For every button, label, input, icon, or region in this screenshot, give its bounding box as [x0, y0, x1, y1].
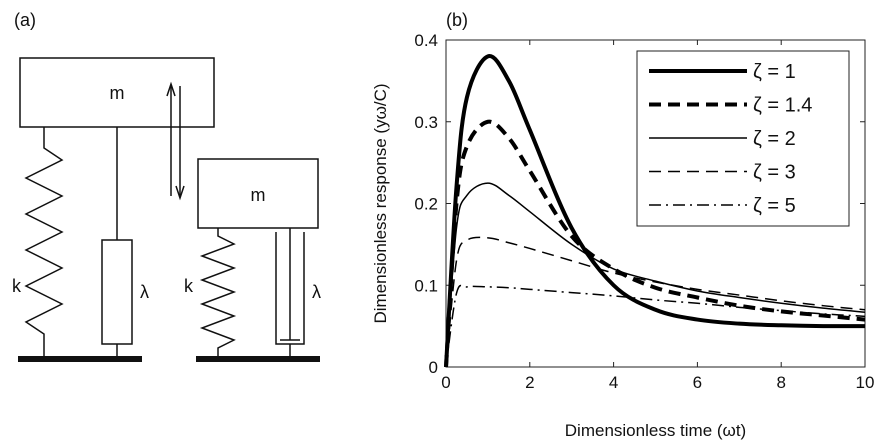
legend-label: ζ = 1.4	[753, 95, 812, 117]
y-tick-label: 0	[429, 358, 438, 377]
series-line-zeta-3	[445, 236, 866, 368]
x-tick-label: 4	[609, 373, 618, 392]
legend-label: ζ = 3	[753, 162, 796, 184]
y-tick-label: 0.2	[414, 195, 438, 214]
system-extended: m k λ	[12, 57, 215, 362]
arrow-down-icon	[175, 185, 185, 201]
y-tick-label: 0.3	[414, 113, 438, 132]
spring-label-right: k	[184, 276, 194, 296]
x-tick-label: 6	[693, 373, 702, 392]
panel-a: (a) m k λ m k	[12, 10, 321, 362]
spring-left	[24, 127, 64, 357]
panel-b-label: (b)	[446, 10, 468, 30]
y-tick-label: 0.1	[414, 276, 438, 295]
ground-right	[196, 356, 320, 362]
spring-label-left: k	[12, 276, 22, 296]
mass-label-right: m	[251, 185, 266, 205]
mass-label-left: m	[110, 83, 125, 103]
series-line-zeta-2	[445, 182, 866, 368]
series-line-zeta-1-4	[444, 119, 866, 368]
system-compressed: m k λ	[184, 158, 321, 362]
series-line-zeta-5	[445, 284, 866, 368]
arrow-up-icon	[166, 81, 176, 97]
x-tick-label: 0	[441, 373, 450, 392]
x-tick-label: 2	[525, 373, 534, 392]
spring-right	[199, 228, 237, 357]
series-line-zeta-1	[444, 54, 866, 368]
mass-block-right	[197, 158, 319, 229]
x-tick-label: 8	[776, 373, 785, 392]
legend-label: ζ = 2	[753, 128, 796, 150]
legend-label: ζ = 1	[753, 61, 796, 83]
ground-left	[18, 356, 142, 362]
motion-arrows	[166, 81, 185, 201]
y-tick-label: 0.4	[414, 31, 438, 50]
legend-label: ζ = 5	[753, 195, 796, 217]
damper-label-right: λ	[312, 282, 321, 302]
x-tick-label: 10	[856, 373, 875, 392]
response-chart: 0 2 4 6 8 10 0 0.1 0.2 0.3 0.4 Dimensionless time (…	[371, 31, 874, 440]
panel-a-label: (a)	[14, 10, 36, 30]
y-axis-title: Dimensionless response (yω/C)	[371, 83, 390, 323]
damper-label-left: λ	[140, 282, 149, 302]
panel-b: (b) 0 2 4 6 8 10 0 0.1 0.2 0.3 0.4 Dimensionless ti…	[371, 10, 874, 440]
damper-cylinder-left	[101, 239, 133, 345]
x-axis-title: Dimensionless time (ωt)	[565, 421, 746, 440]
